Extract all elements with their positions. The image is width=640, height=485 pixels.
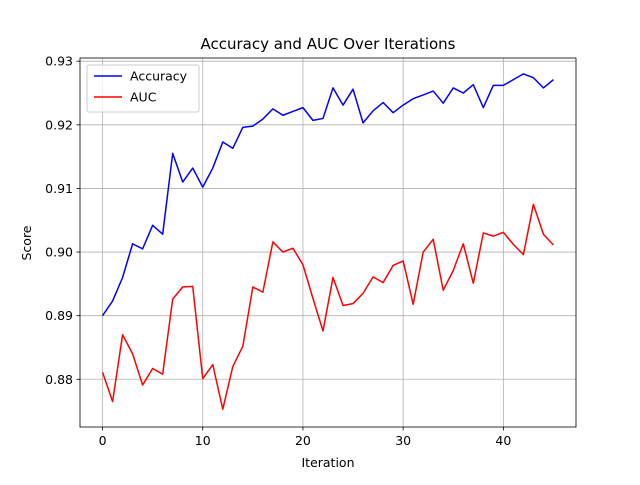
chart-title: Accuracy and AUC Over Iterations bbox=[200, 35, 455, 53]
x-tick-label: 20 bbox=[295, 433, 311, 448]
y-tick-label: 0.90 bbox=[45, 245, 73, 260]
series-line-auc bbox=[101, 203, 555, 410]
x-axis-label: Iteration bbox=[301, 455, 354, 470]
plot-frame bbox=[79, 57, 577, 428]
x-tick-label: 0 bbox=[99, 433, 107, 448]
x-tick-label: 40 bbox=[495, 433, 511, 448]
series-line-accuracy bbox=[101, 73, 554, 317]
legend-label-accuracy: Accuracy bbox=[130, 69, 188, 84]
series-lines bbox=[101, 73, 555, 410]
plot-area bbox=[80, 58, 576, 427]
y-axis-label: Score bbox=[19, 225, 34, 260]
y-tick-label: 0.89 bbox=[45, 308, 73, 323]
grid-lines bbox=[80, 58, 576, 427]
legend: Accuracy AUC bbox=[86, 64, 200, 113]
y-tick-label: 0.93 bbox=[45, 54, 73, 69]
y-tick-label: 0.88 bbox=[45, 372, 73, 387]
x-tick-label: 30 bbox=[395, 433, 411, 448]
legend-label-auc: AUC bbox=[130, 90, 157, 105]
y-tick-label: 0.91 bbox=[45, 181, 73, 196]
x-tick-label: 10 bbox=[195, 433, 211, 448]
y-tick-label: 0.92 bbox=[45, 117, 73, 132]
axis-ticks: 0 10 20 30 40 0.88 0.89 0.90 0.91 0.92 0.93 bbox=[45, 54, 511, 448]
